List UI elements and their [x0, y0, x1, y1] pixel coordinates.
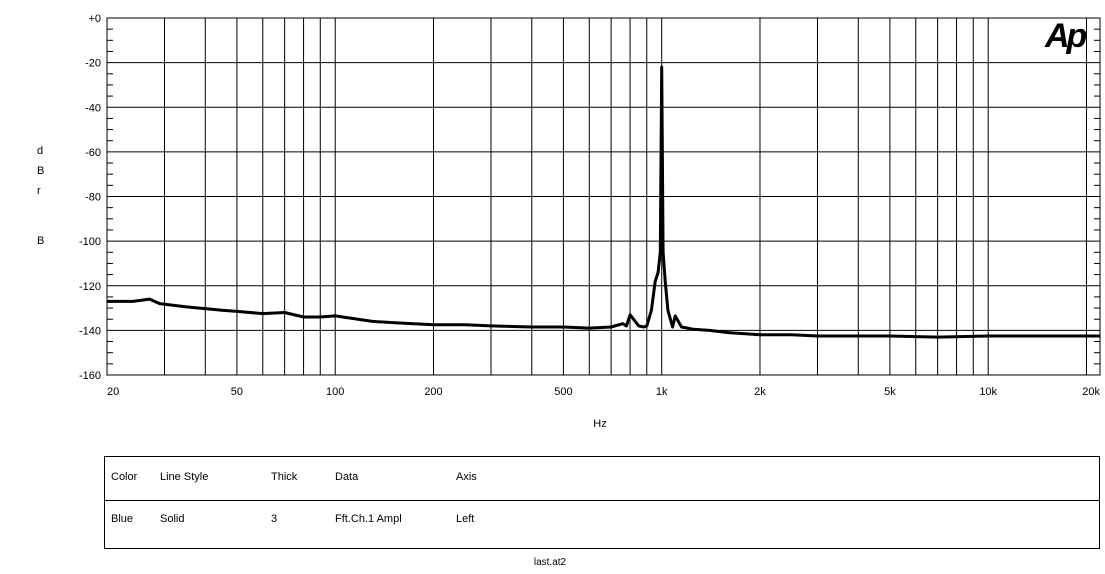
x-tick-label: 2k	[754, 386, 766, 398]
plot-frame	[106, 17, 1101, 376]
x-tick-label: 10k	[979, 386, 997, 398]
spectrum-chart: +0 -20 -40 -60 -80 -100 -120 -140 -160 20 50 100 200…	[79, 13, 1101, 398]
legend-header-thick: Thick	[271, 471, 298, 483]
legend-row-thick: 3	[271, 513, 278, 525]
legend-row-data: Fft.Ch.1 Ampl	[335, 513, 402, 525]
y-axis-label-letter: r	[37, 185, 41, 197]
series-line	[107, 65, 1100, 339]
legend-header-line-style: Line Style	[160, 471, 209, 483]
legend-header-color: Color	[111, 471, 138, 483]
y-tick-label: -160	[79, 370, 101, 382]
y-tick-label: -80	[85, 192, 101, 204]
y-axis-label-letter: B	[37, 165, 45, 177]
x-tick-label: 500	[554, 386, 572, 398]
legend-header-data: Data	[335, 471, 359, 483]
x-tick-label: 200	[424, 386, 442, 398]
ap-logo: Ap	[1045, 17, 1087, 55]
y-tick-label: -140	[79, 325, 101, 337]
legend-divider	[105, 500, 1099, 501]
x-tick-label: 5k	[884, 386, 896, 398]
y-tick-label: -120	[79, 281, 101, 293]
footer-filename: last.at2	[533, 557, 567, 568]
y-tick-label: -100	[79, 236, 101, 248]
legend-row-axis: Left	[456, 513, 475, 525]
y-tick-label: -40	[85, 102, 101, 114]
legend-row-color: Blue	[111, 513, 134, 525]
y-tick-label: +0	[88, 13, 101, 25]
y-tick-label: -60	[85, 147, 101, 159]
x-tick-label: 50	[231, 386, 243, 398]
y-tick-label: -20	[85, 58, 101, 70]
y-axis-label-letter: B	[37, 235, 45, 247]
x-tick-label: 1k	[656, 386, 668, 398]
legend-row-line-style: Solid	[160, 513, 185, 525]
x-tick-label: 20	[107, 386, 119, 398]
x-tick-label: 100	[326, 386, 344, 398]
legend-header-axis: Axis	[456, 471, 477, 483]
x-tick-label: 20k	[1082, 386, 1100, 398]
legend-table: Color Line Style Thick Data Axis Blue So…	[104, 456, 1100, 549]
x-axis-label: Hz	[593, 418, 607, 430]
y-axis-label-letter: d	[37, 145, 44, 157]
